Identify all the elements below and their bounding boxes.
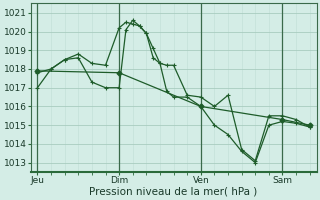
X-axis label: Pression niveau de la mer( hPa ): Pression niveau de la mer( hPa )	[90, 187, 258, 197]
